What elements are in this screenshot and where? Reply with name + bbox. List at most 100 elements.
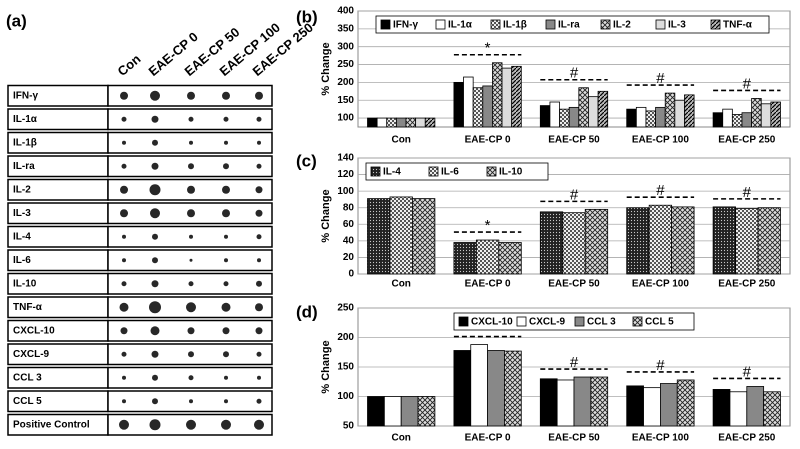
legend-swatch bbox=[710, 19, 721, 30]
legend-label: CXCL-10 bbox=[471, 317, 513, 328]
blot-dot bbox=[255, 327, 263, 335]
bar bbox=[729, 391, 748, 427]
y-tick-label: 60 bbox=[343, 219, 355, 230]
legend-swatch bbox=[600, 19, 611, 30]
y-tick-label: 150 bbox=[337, 362, 354, 373]
bar bbox=[757, 207, 781, 275]
blot-dot bbox=[150, 208, 160, 219]
blot-dot bbox=[223, 351, 229, 358]
bar bbox=[562, 212, 586, 275]
legend-swatch bbox=[632, 316, 643, 327]
x-tick-label: EAE-CP 0 bbox=[465, 433, 511, 444]
legend-swatch bbox=[435, 19, 446, 30]
row-label: IL-4 bbox=[13, 231, 31, 242]
bar bbox=[539, 105, 551, 128]
annotation: # bbox=[570, 186, 579, 203]
bar bbox=[731, 114, 743, 128]
bar bbox=[400, 396, 419, 427]
bar bbox=[424, 117, 436, 128]
blot-dot bbox=[119, 302, 129, 312]
bar bbox=[590, 376, 609, 427]
bar bbox=[588, 96, 599, 128]
blot-dot bbox=[188, 163, 194, 170]
bar bbox=[511, 65, 522, 128]
bar bbox=[763, 391, 781, 427]
blot-dot bbox=[256, 351, 262, 357]
bar bbox=[463, 76, 474, 128]
blot-dot bbox=[121, 163, 127, 169]
blot-dot bbox=[222, 91, 230, 100]
legend-label: CXCL-9 bbox=[529, 317, 566, 328]
blot-dot bbox=[188, 116, 194, 122]
row-label: TNF-α bbox=[13, 302, 43, 313]
x-tick-label: EAE-CP 0 bbox=[465, 135, 511, 146]
y-tick-label: 0 bbox=[348, 269, 354, 280]
annotation: * bbox=[485, 217, 491, 234]
row-label: IL-1β bbox=[13, 137, 37, 148]
bar bbox=[722, 108, 733, 128]
blot-dot bbox=[120, 209, 128, 218]
panel-label: (c) bbox=[296, 151, 317, 170]
blot-dot bbox=[256, 398, 262, 404]
bar bbox=[655, 106, 666, 128]
row-label: IL-2 bbox=[13, 184, 31, 195]
blot-dot bbox=[122, 375, 126, 380]
blot-dot bbox=[152, 257, 158, 264]
y-tick-label: 100 bbox=[337, 391, 354, 402]
bar bbox=[389, 196, 413, 275]
blot-dot bbox=[189, 234, 193, 239]
bar bbox=[712, 112, 724, 128]
row-label: CCL 3 bbox=[13, 372, 42, 383]
legend-swatch bbox=[490, 19, 501, 30]
x-tick-label: EAE-CP 250 bbox=[718, 135, 776, 146]
legend-swatch bbox=[380, 19, 391, 30]
annotation: # bbox=[743, 363, 752, 380]
blot-dot bbox=[187, 327, 195, 335]
bar bbox=[367, 117, 378, 128]
bar bbox=[539, 378, 558, 427]
blot-dot bbox=[255, 186, 263, 194]
blot-dot bbox=[187, 209, 195, 218]
legend-swatch bbox=[655, 19, 666, 30]
blot-dot bbox=[120, 327, 128, 335]
bar bbox=[648, 204, 673, 275]
legend-swatch bbox=[370, 166, 381, 177]
bar bbox=[470, 344, 489, 427]
bar bbox=[671, 206, 695, 275]
row-label: IL-3 bbox=[13, 208, 31, 219]
blot-dot bbox=[151, 162, 159, 170]
blot-dot bbox=[121, 281, 127, 287]
legend-label: IL-ra bbox=[558, 20, 580, 31]
blot-dot bbox=[122, 399, 126, 404]
bar bbox=[383, 396, 402, 427]
blot-dot bbox=[255, 209, 263, 217]
bar bbox=[376, 117, 388, 128]
bar bbox=[367, 198, 391, 275]
bar bbox=[643, 387, 661, 427]
bar bbox=[504, 350, 522, 427]
bar bbox=[760, 103, 772, 128]
bar bbox=[405, 117, 417, 128]
blot-dot bbox=[186, 419, 196, 430]
blot-dot bbox=[256, 116, 262, 122]
blot-dot bbox=[189, 399, 193, 404]
y-tick-label: 40 bbox=[343, 235, 355, 246]
y-tick-label: 250 bbox=[337, 303, 354, 314]
blot-dot bbox=[149, 184, 161, 196]
blot-dot bbox=[257, 375, 261, 380]
row-label: IL-ra bbox=[13, 161, 35, 172]
blot-dot bbox=[257, 140, 261, 145]
y-tick-label: 350 bbox=[337, 23, 354, 34]
blot-dot bbox=[150, 326, 160, 336]
row-label: IL-6 bbox=[13, 255, 31, 266]
row-label: IL-10 bbox=[13, 278, 37, 289]
blot-dot bbox=[149, 419, 161, 431]
legend-box bbox=[375, 15, 770, 34]
legend-swatch bbox=[458, 316, 469, 327]
y-tick-label: 20 bbox=[343, 252, 355, 263]
annotation: * bbox=[485, 40, 491, 57]
legend-label: IL-6 bbox=[441, 167, 459, 178]
legend-label: IFN-γ bbox=[393, 20, 418, 31]
x-tick-label: EAE-CP 50 bbox=[548, 279, 600, 290]
bar bbox=[626, 385, 644, 427]
